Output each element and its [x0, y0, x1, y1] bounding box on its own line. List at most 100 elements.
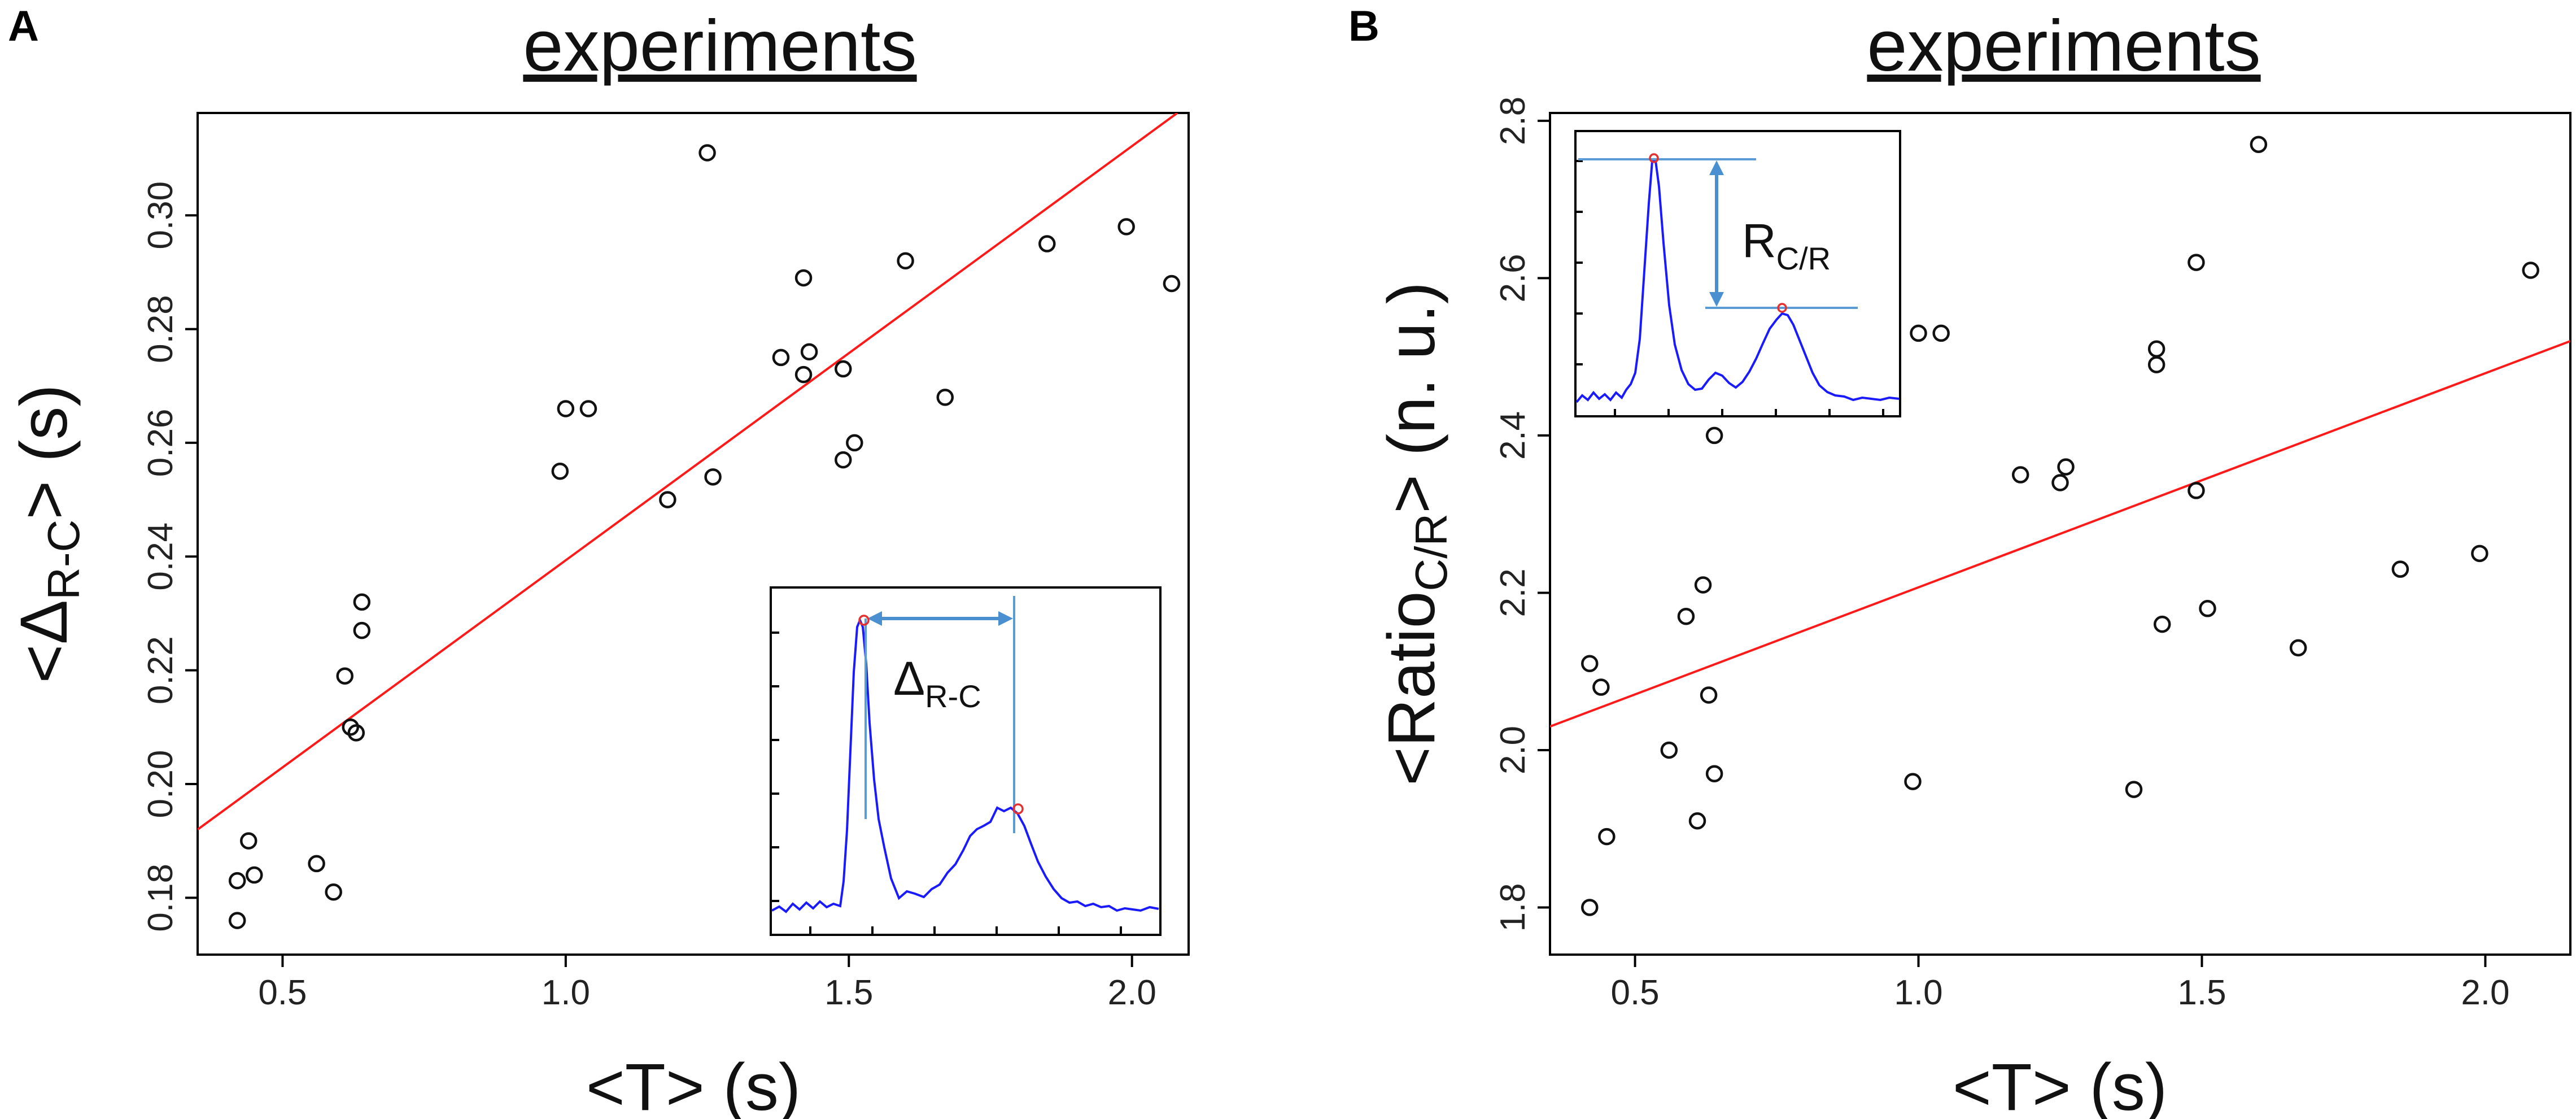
- panel-a-data-point: [794, 365, 813, 384]
- panel-b-data-point: [2471, 545, 2488, 563]
- panel-a-inset: ΔR-C: [770, 586, 1162, 936]
- panel-a-data-point: [353, 621, 371, 639]
- panel-b-inset-arrowhead-bottom: [1709, 292, 1724, 307]
- panel-b-y-label-suffix: > (n. u.): [1374, 282, 1449, 513]
- panel-a-data-point: [936, 389, 954, 406]
- panel-a-y-label-suffix: > (s): [7, 384, 81, 519]
- panel-a-inset-arrowhead-right: [998, 611, 1013, 626]
- panel-a-data-point: [557, 400, 575, 417]
- panel-b-data-point: [1932, 324, 1950, 342]
- panel-b-data-point: [1598, 828, 1616, 846]
- panel-a-y-tick-label: 0.18: [141, 864, 180, 932]
- panel-b-data-point: [2057, 458, 2075, 476]
- panel-b-data-point: [1660, 741, 1678, 759]
- panel-b-data-point: [2289, 639, 2307, 657]
- panel-b-y-label-sub: C/R: [1406, 513, 1456, 591]
- panel-a-points: [228, 144, 1181, 929]
- panel-b-y-tick-label: 2.6: [1494, 254, 1532, 302]
- panel-a-y-tick-label: 0.20: [141, 750, 180, 818]
- panel-a-y-tick-label: 0.24: [141, 523, 180, 591]
- panel-b-title: experiments: [1867, 6, 2260, 86]
- panel-a-data-point: [659, 491, 676, 508]
- panel-b-y-ticks: 1.8 2.0 2.2 2.4 2.6 2.8: [1494, 97, 1550, 932]
- panel-b-inset: RC/R: [1574, 130, 1901, 417]
- panel-a-data-point: [551, 463, 569, 480]
- panel-b-inset-peak-2: [1777, 303, 1787, 313]
- panel-a-data-point: [800, 343, 818, 361]
- panel-b-y-tick-label: 2.4: [1494, 411, 1532, 460]
- panel-b-points: [1581, 136, 2539, 916]
- panel-a-x-tick-label: 1.5: [824, 973, 873, 1012]
- panel-a-data-point: [1038, 235, 1056, 252]
- panel-a-inset-frame: [770, 586, 1162, 936]
- panel-b-inset-arrowhead-top: [1709, 160, 1724, 175]
- panel-a-inset-peak-1: [858, 615, 870, 626]
- panel-b-x-tick-label: 2.0: [2461, 973, 2509, 1012]
- panel-a-inset-peak-2: [1012, 803, 1024, 815]
- panel-a-title: experiments: [523, 6, 916, 86]
- panel-b-data-point: [2188, 254, 2205, 271]
- panel-b-data-point: [1581, 899, 1599, 916]
- panel-b-data-point: [1677, 607, 1695, 625]
- panel-a-data-point: [240, 832, 257, 850]
- panel-a-data-point: [704, 468, 722, 486]
- panel-a-y-label-sub: R-C: [38, 520, 89, 600]
- panel-b-data-point: [2522, 262, 2539, 279]
- panel-b-inset-label-sub: C/R: [1776, 241, 1831, 276]
- panel-a-data-point: [342, 719, 360, 736]
- panel-b-y-label-prefix: <Ratio: [1374, 591, 1449, 786]
- panel-a-y-label-prefix: <Δ: [7, 600, 81, 683]
- panel-a-data-point: [794, 269, 813, 287]
- panel-b-x-ticks: 0.5 1.0 1.5 2.0: [1610, 955, 2510, 1012]
- panel-b-data-point: [2250, 136, 2268, 153]
- panel-b-y-tick-label: 2.0: [1494, 726, 1532, 774]
- panel-a-inset-trace: [771, 617, 1159, 913]
- panel-a-x-ticks: 0.5 1.0 1.5 2.0: [258, 955, 1156, 1012]
- panel-b-data-point: [2011, 466, 2029, 484]
- panel-a-letter: A: [8, 2, 39, 50]
- panel-a-y-tick-label: 0.22: [141, 636, 180, 704]
- panel-a-data-point: [308, 855, 325, 873]
- panel-b-data-point: [2147, 340, 2165, 358]
- panel-b-fit-line: [1550, 339, 2570, 728]
- panel-a-data-point: [579, 400, 597, 417]
- panel-b-x-tick-label: 0.5: [1610, 973, 1659, 1012]
- panel-b-y-axis-label: <RatioC/R> (n. u.): [1374, 282, 1456, 786]
- panel-b-data-point: [1904, 773, 1922, 790]
- panel-a-y-ticks: 0.18 0.20 0.22 0.24 0.26 0.28 0.30: [141, 181, 198, 932]
- panel-a-x-tick-label: 0.5: [258, 973, 307, 1012]
- panel-b-inset-peak-1: [1649, 153, 1659, 163]
- panel-b-data-point: [2147, 356, 2165, 373]
- panel-b-data-point: [2199, 600, 2216, 617]
- panel-a-data-point: [353, 593, 371, 611]
- panel-b-data-point: [1694, 576, 1712, 594]
- panel-a-data-point: [1117, 218, 1135, 236]
- panel-b-x-tick-label: 1.0: [1894, 973, 1942, 1012]
- panel-a-data-point: [835, 360, 852, 378]
- panel-b-data-point: [1581, 655, 1599, 673]
- panel-a-inset-ticks: [771, 632, 1122, 935]
- panel-a-fit-line: [198, 113, 1178, 831]
- panel-b-data-point: [1910, 324, 1927, 342]
- panel-a-y-tick-label: 0.30: [141, 181, 180, 250]
- panel-b-letter: B: [1348, 2, 1379, 50]
- panel-a-y-axis-label: <ΔR-C> (s): [7, 384, 89, 683]
- panel-a-data-point: [347, 724, 365, 742]
- panel-b-inset-ticks: [1575, 160, 1884, 416]
- panel-b-data-point: [2153, 615, 2171, 633]
- panel-b-inset-trace: [1575, 160, 1900, 403]
- panel-a-data-point: [1163, 275, 1181, 293]
- panel-a-data-point: [246, 866, 263, 884]
- panel-a-x-axis-label: <T> (s): [586, 1050, 801, 1119]
- panel-b-data-point: [2391, 560, 2409, 578]
- panel-b-data-point: [1592, 678, 1610, 696]
- panel-b-data-point: [1688, 812, 1706, 830]
- panel-b-y-tick-label: 2.2: [1494, 568, 1532, 617]
- panel-a-y-tick-label: 0.28: [141, 295, 180, 363]
- panel-a-y-tick-label: 0.26: [141, 409, 180, 477]
- panel-b-inset-label-main: R: [1742, 214, 1776, 267]
- panel-a-x-tick-label: 2.0: [1108, 973, 1156, 1012]
- panel-b-data-point: [2051, 474, 2069, 491]
- panel-a-data-point: [772, 349, 790, 367]
